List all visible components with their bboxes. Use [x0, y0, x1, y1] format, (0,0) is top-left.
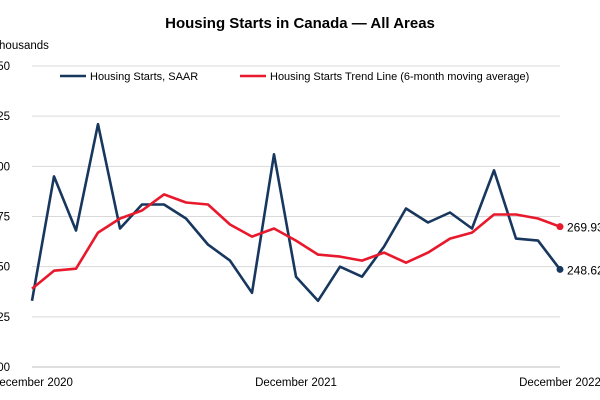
series-lines — [30, 122, 564, 303]
y-tick-label: 325 — [0, 111, 10, 123]
y-tick-label: 350 — [0, 61, 10, 73]
series-end-marker-1 — [556, 223, 564, 231]
y-tick-label: 225 — [0, 312, 10, 324]
y-axis-label: Thousands — [0, 40, 49, 52]
legend-label: Housing Starts, SAAR — [90, 71, 198, 83]
end-labels: 248.62 269.93 — [567, 221, 600, 278]
gridlines — [32, 65, 560, 368]
end-value-label: 248.62 — [567, 263, 600, 277]
legend: Housing Starts, SAAR Housing Starts Trend… — [60, 71, 529, 83]
x-tick-label: December 2020 — [0, 377, 73, 389]
series-line-1 — [31, 193, 561, 290]
x-tick-label: December 2021 — [255, 377, 337, 389]
end-value-label: 269.93 — [567, 221, 600, 235]
series-end-marker-0 — [556, 265, 564, 273]
legend-label: Housing Starts Trend Line (6-month movin… — [270, 71, 529, 83]
y-tick-label: 275 — [0, 212, 10, 224]
y-axis-ticks: 200 225 250 275 300 325 350 — [0, 61, 10, 374]
series-line-0 — [30, 122, 562, 303]
x-axis-ticks: December 2020 December 2021 December 2022 — [0, 377, 600, 389]
y-tick-label: 300 — [0, 161, 10, 173]
x-tick-label: December 2022 — [519, 377, 600, 389]
y-tick-label: 200 — [0, 362, 10, 374]
chart-title: Housing Starts in Canada — All Areas — [165, 15, 435, 32]
y-tick-label: 250 — [0, 262, 10, 274]
